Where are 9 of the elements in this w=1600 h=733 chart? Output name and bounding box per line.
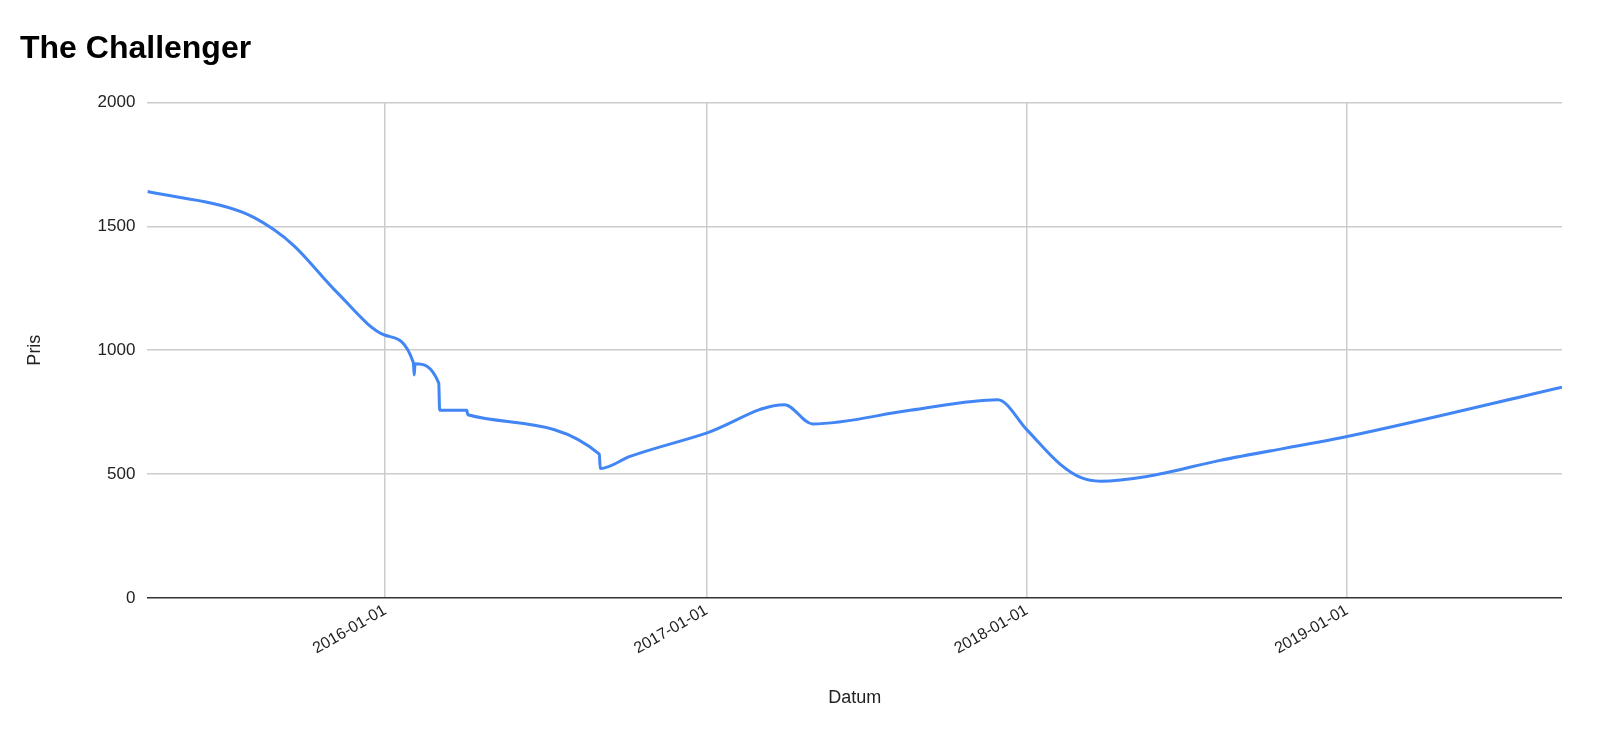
y-tick-label: 1500 xyxy=(97,215,136,235)
y-tick-label: 500 xyxy=(107,463,136,483)
y-axis-title: Pris xyxy=(23,334,44,366)
line-series xyxy=(147,190,1562,483)
y-tick-label: 2000 xyxy=(97,92,136,112)
y-tick-label: 1000 xyxy=(97,339,136,359)
chart-title: The Challenger xyxy=(20,29,252,66)
y-tick-label: 0 xyxy=(125,587,136,607)
x-axis-title: Datum xyxy=(828,687,882,708)
